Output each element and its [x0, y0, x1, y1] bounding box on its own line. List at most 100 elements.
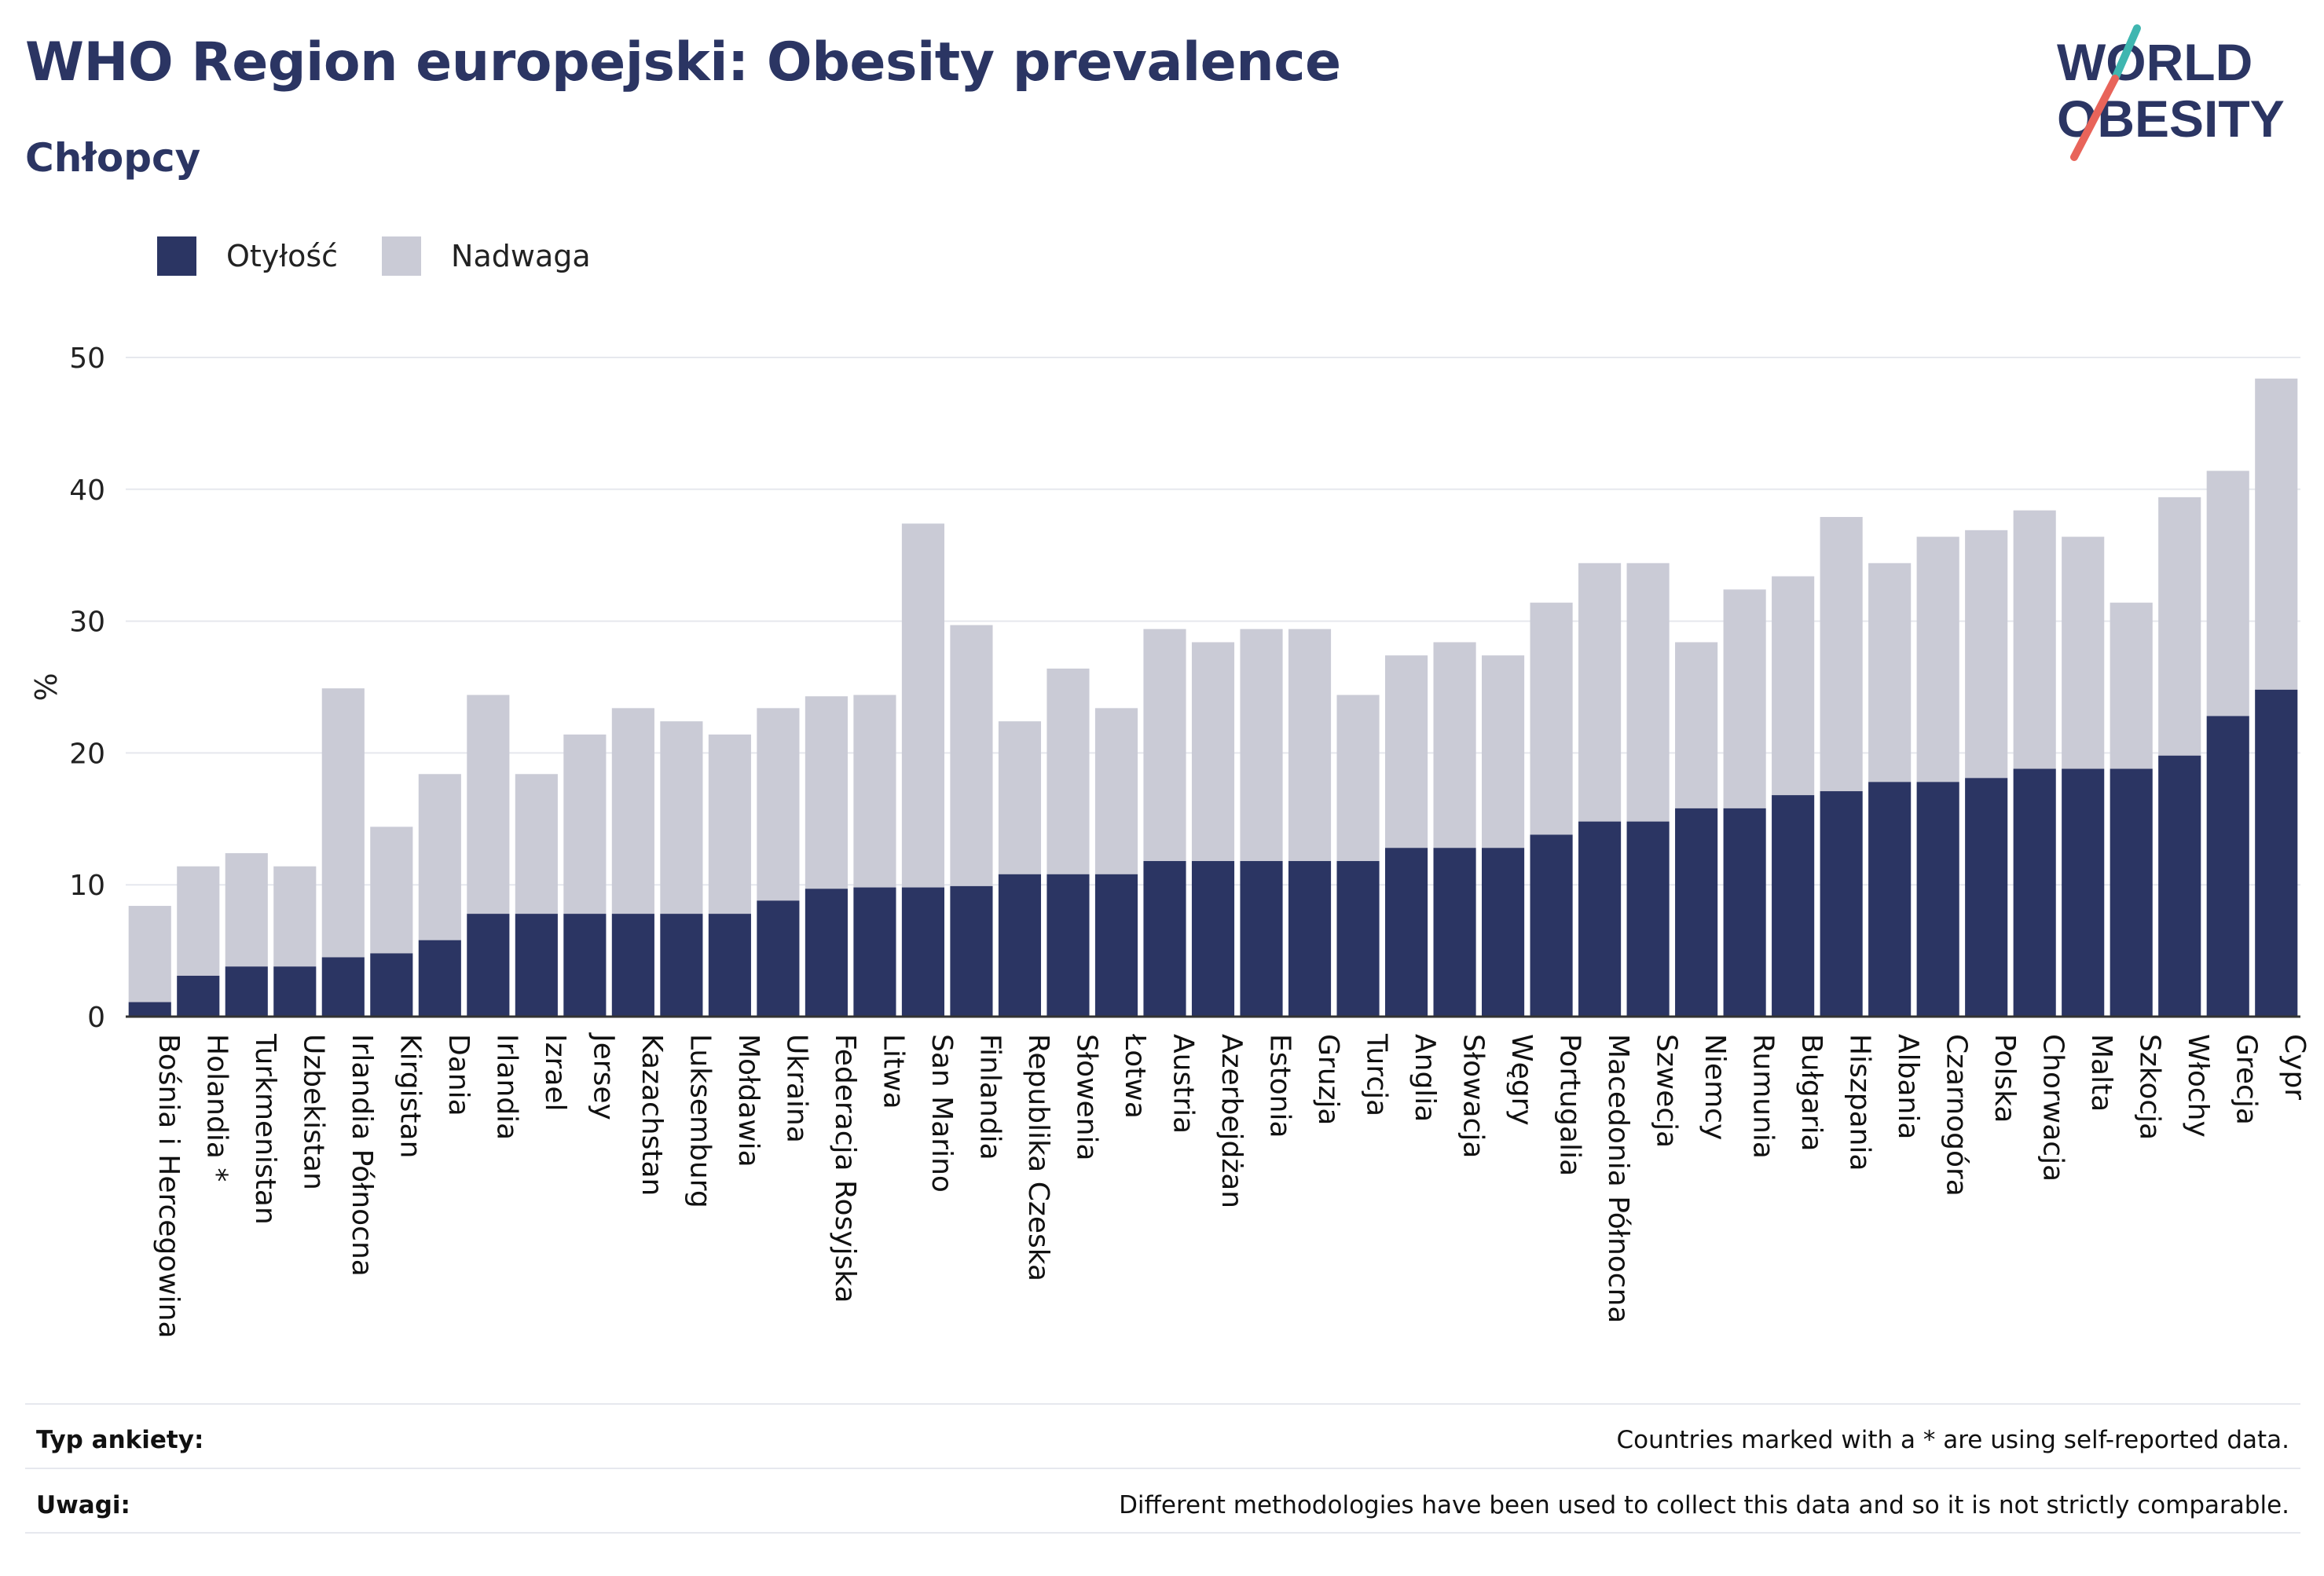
- bar-overweight: [563, 734, 607, 914]
- logo-slash-teal: [2111, 24, 2141, 82]
- bar-overweight: [2062, 537, 2105, 769]
- bar-obesity: [515, 914, 558, 1017]
- bar-obesity: [1578, 821, 1622, 1017]
- x-tick-label: Łotwa: [1119, 1033, 1151, 1119]
- x-tick-label: Albania: [1892, 1034, 1924, 1139]
- bar-obesity: [950, 885, 993, 1017]
- bar-obesity: [128, 1002, 171, 1017]
- bar-obesity: [805, 889, 848, 1017]
- x-tick-label: Szwecja: [1651, 1034, 1683, 1148]
- x-tick-label: Grecja: [2231, 1034, 2263, 1125]
- bar-obesity: [177, 975, 220, 1017]
- x-tick-label: Kirgistan: [394, 1034, 426, 1158]
- bar-overweight: [1965, 530, 2008, 779]
- y-tick-label: 10: [69, 870, 105, 902]
- bar-obesity: [1965, 778, 2008, 1017]
- bar-overweight: [1240, 629, 1283, 861]
- survey-type-label: Typ ankiety:: [36, 1426, 204, 1454]
- bar-obesity: [1191, 860, 1235, 1017]
- bar-overweight: [757, 708, 800, 901]
- x-tick-label: Cypr: [2278, 1034, 2311, 1100]
- bar-obesity: [998, 874, 1042, 1017]
- notes-text: Different methodologies have been used t…: [1119, 1491, 2289, 1519]
- bar-overweight: [1578, 563, 1622, 822]
- page-subtitle: Chłopcy: [25, 135, 201, 181]
- y-tick-label: 20: [69, 738, 105, 770]
- bar-obesity: [225, 966, 268, 1017]
- x-tick-label: Azerbejdżan: [1215, 1034, 1248, 1208]
- bar-overweight: [2158, 497, 2201, 756]
- x-tick-label: Republika Czeska: [1022, 1034, 1054, 1281]
- bar-overweight: [1191, 642, 1235, 861]
- page-title: WHO Region europejski: Obesity prevalenc…: [25, 31, 1341, 93]
- bar-overweight: [370, 826, 413, 954]
- legend-swatch-obesity: [157, 236, 196, 276]
- legend-swatch-overweight: [382, 236, 422, 276]
- x-tick-label: Jersey: [587, 1032, 619, 1120]
- bar-overweight: [708, 734, 751, 914]
- bar-obesity: [1433, 848, 1476, 1017]
- x-tick-label: Malta: [2085, 1034, 2117, 1112]
- x-tick-label: Irlandia: [490, 1034, 522, 1140]
- bar-overweight: [128, 906, 171, 1002]
- x-tick-label: Chorwacja: [2037, 1034, 2069, 1182]
- legend-item-overweight: Nadwaga: [382, 236, 591, 276]
- x-tick-label: Estonia: [1264, 1034, 1296, 1138]
- bar-overweight: [2013, 510, 2056, 769]
- bar-overweight: [1772, 576, 1815, 796]
- legend-label-overweight: Nadwaga: [451, 239, 591, 273]
- bar-overweight: [2110, 603, 2153, 769]
- bar-overweight: [1433, 642, 1476, 848]
- bar-overweight: [998, 721, 1042, 874]
- x-tick-label: Gruzja: [1312, 1034, 1344, 1125]
- x-tick-label: Polska: [1989, 1034, 2021, 1123]
- footer-divider-top: [25, 1403, 2300, 1405]
- x-tick-label: Holandia *: [200, 1034, 233, 1182]
- x-tick-label: Macedonia Północna: [1602, 1034, 1634, 1323]
- x-tick-label: Anglia: [1409, 1034, 1441, 1122]
- x-tick-label: Słowacja: [1457, 1034, 1490, 1158]
- legend-item-obesity: Otyłość: [157, 236, 338, 276]
- bar-obesity: [660, 914, 703, 1017]
- bar-overweight: [1047, 669, 1090, 874]
- bar-overweight: [660, 721, 703, 914]
- bar-overweight: [1143, 629, 1186, 861]
- bar-overweight: [1482, 655, 1525, 848]
- x-tick-label: Uzbekistan: [297, 1034, 329, 1190]
- x-tick-label: San Marino: [926, 1034, 958, 1193]
- bar-overweight: [418, 774, 461, 940]
- bar-obesity: [1143, 860, 1186, 1017]
- x-tick-label: Portugalia: [1554, 1034, 1586, 1176]
- bar-obesity: [1820, 791, 1863, 1017]
- bar-obesity: [853, 887, 896, 1017]
- bar-obesity: [757, 900, 800, 1017]
- footer-divider-bottom: [25, 1532, 2300, 1534]
- bar-overweight: [467, 695, 510, 914]
- x-tick-label: Dania: [442, 1034, 475, 1116]
- bar-obesity: [1240, 860, 1283, 1017]
- x-tick-label: Czarnogóra: [1941, 1034, 1973, 1197]
- y-tick-label: 30: [69, 607, 105, 639]
- x-tick-label: Federacja Rosyjska: [829, 1034, 861, 1303]
- x-tick-label: Luksemburg: [684, 1034, 716, 1208]
- x-tick-label: Bośnia i Hercegowina: [152, 1034, 185, 1339]
- bar-obesity: [1384, 848, 1428, 1017]
- bar-obesity: [1094, 874, 1138, 1017]
- x-tick-label: Hiszpania: [1844, 1034, 1876, 1171]
- bar-obesity: [2110, 768, 2153, 1017]
- bar-obesity: [2255, 689, 2298, 1017]
- bar-overweight: [225, 852, 268, 967]
- x-tick-label: Szkocja: [2134, 1034, 2166, 1140]
- legend-label-obesity: Otyłość: [226, 239, 339, 273]
- x-tick-label: Węgry: [1505, 1034, 1538, 1126]
- bar-obesity: [2158, 755, 2201, 1017]
- bar-obesity: [2062, 768, 2105, 1017]
- footer-divider-middle: [25, 1468, 2300, 1469]
- bar-overweight: [515, 774, 558, 914]
- logo-line1: WORLD: [2057, 33, 2253, 91]
- bar-obesity: [1626, 821, 1670, 1017]
- logo-slash-red: [2070, 75, 2119, 161]
- bar-obesity: [1336, 860, 1380, 1017]
- x-tick-label: Kazachstan: [636, 1034, 668, 1196]
- x-tick-label: Niemcy: [1699, 1034, 1731, 1140]
